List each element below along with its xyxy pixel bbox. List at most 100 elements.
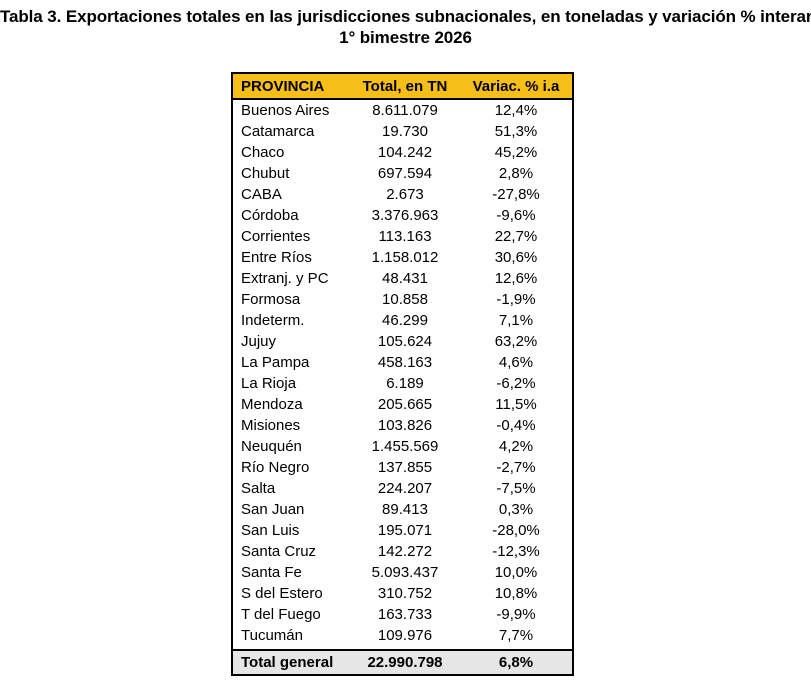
table-row: Chaco 104.242 45,2% — [231, 142, 574, 163]
variation-pct: -2,7% — [460, 457, 574, 478]
total-tn: 697.594 — [377, 165, 433, 182]
table-row: Entre Ríos 1.158.012 30,6% — [231, 247, 574, 268]
total-tn: 137.855 — [377, 459, 433, 476]
province-name: La Pampa — [231, 352, 350, 373]
total-value: 22.990.798 — [350, 649, 460, 676]
total-tn: 1.158.012 — [371, 249, 439, 266]
province-name: Salta — [231, 478, 350, 499]
variation-pct: 12,6% — [460, 268, 574, 289]
variation-pct: -9,9% — [460, 604, 574, 625]
province-name: Santa Cruz — [231, 541, 350, 562]
title-line-1: Tabla 3. Exportaciones totales en las ju… — [0, 7, 811, 26]
total-tn: 109.976 — [377, 627, 433, 644]
table-title: Tabla 3. Exportaciones totales en las ju… — [0, 0, 811, 48]
total-tn: 163.733 — [377, 606, 433, 623]
total-tn: 142.272 — [377, 543, 433, 560]
province-name: La Rioja — [231, 373, 350, 394]
province-name: Jujuy — [231, 331, 350, 352]
total-tn: 105.624 — [377, 333, 433, 350]
variation-pct: 51,3% — [460, 121, 574, 142]
header-row: PROVINCIA Total, en TN Variac. % i.a — [231, 72, 574, 100]
variation-pct: 10,0% — [460, 562, 574, 583]
table-row: Salta 224.207 -7,5% — [231, 478, 574, 499]
variation-pct: 4,6% — [460, 352, 574, 373]
table-row: La Rioja 6.189 -6,2% — [231, 373, 574, 394]
province-name: Neuquén — [231, 436, 350, 457]
table-row: Extranj. y PC 48.431 12,6% — [231, 268, 574, 289]
total-tn: 8.611.079 — [372, 102, 438, 119]
table-row: Río Negro 137.855 -2,7% — [231, 457, 574, 478]
total-tn: 3.376.963 — [371, 207, 439, 224]
table-row: Jujuy 105.624 63,2% — [231, 331, 574, 352]
variation-pct: -0,4% — [460, 415, 574, 436]
province-name: Entre Ríos — [231, 247, 350, 268]
variation-pct: 12,4% — [460, 99, 574, 121]
table-row: Formosa 10.858 -1,9% — [231, 289, 574, 310]
variation-pct: 22,7% — [460, 226, 574, 247]
province-name: San Luis — [231, 520, 350, 541]
province-name: CABA — [231, 184, 350, 205]
variation-pct: -27,8% — [460, 184, 574, 205]
header-provincia: PROVINCIA — [231, 72, 350, 100]
table-row: Misiones 103.826 -0,4% — [231, 415, 574, 436]
table-row: Mendoza 205.665 11,5% — [231, 394, 574, 415]
variation-pct: 10,8% — [460, 583, 574, 604]
title-line-2: 1° bimestre 2026 — [339, 28, 472, 47]
variation-pct: 7,7% — [460, 625, 574, 650]
total-tn: 10.858 — [382, 291, 428, 308]
variation-pct: -12,3% — [460, 541, 574, 562]
province-name: Tucumán — [231, 625, 350, 650]
province-name: Chaco — [231, 142, 350, 163]
table-row: La Pampa 458.163 4,6% — [231, 352, 574, 373]
variation-pct: 7,1% — [460, 310, 574, 331]
variation-pct: 2,8% — [460, 163, 574, 184]
province-name: Chubut — [231, 163, 350, 184]
province-name: S del Estero — [231, 583, 350, 604]
variation-pct: 0,3% — [460, 499, 574, 520]
province-name: Santa Fe — [231, 562, 350, 583]
total-tn: 224.207 — [377, 480, 433, 497]
province-name: Misiones — [231, 415, 350, 436]
table-row: S del Estero 310.752 10,8% — [231, 583, 574, 604]
table-row: San Luis 195.071 -28,0% — [231, 520, 574, 541]
province-name: Corrientes — [231, 226, 350, 247]
province-name: Catamarca — [231, 121, 350, 142]
province-name: T del Fuego — [231, 604, 350, 625]
province-name: Indeterm. — [231, 310, 350, 331]
total-tn: 103.826 — [377, 417, 433, 434]
table-row: San Juan 89.413 0,3% — [231, 499, 574, 520]
total-tn: 104.242 — [377, 144, 433, 161]
total-tn: 195.071 — [377, 522, 433, 539]
province-name: San Juan — [231, 499, 350, 520]
table-row: Buenos Aires 8.611.079 12,4% — [231, 99, 574, 121]
variation-pct: 11,5% — [460, 394, 574, 415]
total-tn: 113.163 — [378, 228, 432, 245]
variation-pct: -1,9% — [460, 289, 574, 310]
total-tn: 1.455.569 — [371, 438, 439, 455]
total-tn: 48.431 — [382, 270, 428, 287]
total-tn: 2.673 — [386, 186, 424, 203]
province-name: Córdoba — [231, 205, 350, 226]
variation-pct: 45,2% — [460, 142, 574, 163]
table-row: Córdoba 3.376.963 -9,6% — [231, 205, 574, 226]
table-row: Santa Cruz 142.272 -12,3% — [231, 541, 574, 562]
table-row: Neuquén 1.455.569 4,2% — [231, 436, 574, 457]
table-row: Tucumán 109.976 7,7% — [231, 625, 574, 650]
total-tn: 89.413 — [382, 501, 428, 518]
header-variacion: Variac. % i.a — [460, 72, 574, 100]
table-row: T del Fuego 163.733 -9,9% — [231, 604, 574, 625]
total-tn: 205.665 — [377, 396, 433, 413]
table-row: Corrientes 113.163 22,7% — [231, 226, 574, 247]
province-name: Extranj. y PC — [231, 268, 350, 289]
exports-table: PROVINCIA Total, en TN Variac. % i.a Bue… — [231, 72, 574, 676]
variation-pct: 63,2% — [460, 331, 574, 352]
table-row: CABA 2.673 -27,8% — [231, 184, 574, 205]
variation-pct: -7,5% — [460, 478, 574, 499]
variation-pct: 30,6% — [460, 247, 574, 268]
header-total: Total, en TN — [350, 72, 460, 100]
variation-pct: -28,0% — [460, 520, 574, 541]
total-tn: 458.163 — [377, 354, 433, 371]
variation-pct: -9,6% — [460, 205, 574, 226]
table-row: Santa Fe 5.093.437 10,0% — [231, 562, 574, 583]
total-tn: 6.189 — [386, 375, 424, 392]
